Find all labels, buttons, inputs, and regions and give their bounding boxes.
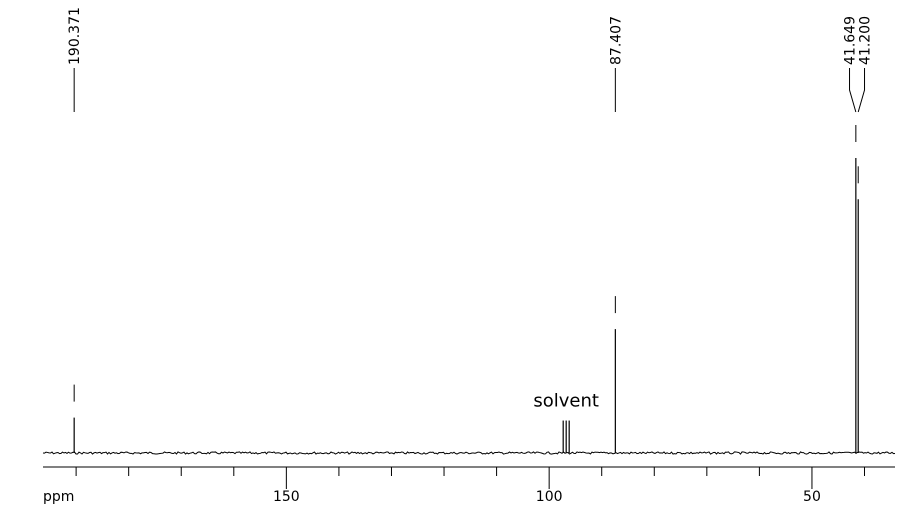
x-axis-label: ppm <box>43 489 74 505</box>
label-connector <box>849 68 857 113</box>
label-connector <box>857 68 866 113</box>
peak-label: 87.407 <box>608 16 624 65</box>
baseline <box>42 451 896 455</box>
x-tick-label: 50 <box>803 489 821 505</box>
x-tick-label: 100 <box>536 489 563 505</box>
annotation: solvent <box>533 391 599 412</box>
x-tick-label: 150 <box>273 489 300 505</box>
peak-label: 190.371 <box>67 7 83 65</box>
peak-label: 41.649 <box>843 16 859 65</box>
peak-label: 41.200 <box>858 16 874 65</box>
